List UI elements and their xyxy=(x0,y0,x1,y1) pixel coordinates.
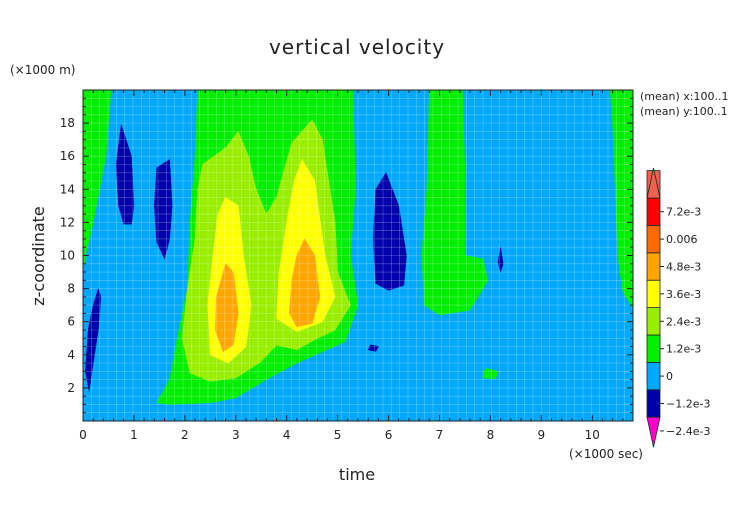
x-axis-unit: (×1000 sec) xyxy=(569,447,643,461)
y-axis-ticks: 2 4 6 8 10 12 14 16 18 xyxy=(60,89,633,422)
colorbar-segment xyxy=(646,389,661,418)
contour-region-11 xyxy=(115,124,135,225)
y-tick-label: 2 xyxy=(67,381,75,395)
colorbar-segment xyxy=(646,334,661,363)
colorbar-tick-label: 0 xyxy=(666,370,673,383)
y-tick-label: 10 xyxy=(60,249,75,263)
contour-region-3 xyxy=(609,90,633,310)
x-tick-label: 2 xyxy=(181,428,189,442)
y-tick-label: 8 xyxy=(67,282,75,296)
y-tick-label: 4 xyxy=(67,348,75,362)
annotation-mean-x: (mean) x:100..1 xyxy=(640,90,728,103)
colorbar-segment xyxy=(646,361,661,391)
colorbar-tick-label: 7.2e-3 xyxy=(666,206,701,219)
colorbar-tick-label: 3.6e-3 xyxy=(666,288,701,301)
colorbar-extend-bottom xyxy=(646,416,661,448)
colorbar-segment xyxy=(646,279,661,309)
chart-title: vertical velocity xyxy=(269,35,445,59)
colorbar-extend-top xyxy=(646,167,661,199)
x-axis-label: time xyxy=(339,465,375,484)
colorbar-tick-label: −1.2e-3 xyxy=(666,398,710,411)
x-tick-label: 9 xyxy=(538,428,546,442)
contour-region-15 xyxy=(497,247,504,274)
x-tick-label: 3 xyxy=(232,428,240,442)
contour-region-13 xyxy=(372,172,407,291)
contour-region-10 xyxy=(85,287,102,392)
x-tick-label: 6 xyxy=(385,428,393,442)
contour-region-0 xyxy=(83,90,112,273)
x-tick-label: 7 xyxy=(436,428,444,442)
grid xyxy=(83,90,633,421)
x-tick-label: 10 xyxy=(585,428,600,442)
x-tick-label: 5 xyxy=(334,428,342,442)
colorbar-segment xyxy=(646,224,661,254)
y-tick-label: 14 xyxy=(60,182,75,196)
contour-region-9 xyxy=(288,238,321,328)
colorbar-segment xyxy=(646,197,661,226)
contour-regions xyxy=(83,90,633,405)
colorbar-tick-label: 1.2e-3 xyxy=(666,343,701,356)
colorbar-tick-label: −2.4e-3 xyxy=(666,425,710,438)
colorbar-tick-label: 0.006 xyxy=(666,233,698,246)
annotation-mean-y: (mean) y:100..1 xyxy=(640,105,728,118)
x-tick-label: 0 xyxy=(79,428,87,442)
contour-region-2 xyxy=(421,90,489,316)
colorbar: 7.2e-3 0.006 4.8e-3 3.6e-3 2.4e-3 1.2e-3 0 −1.2… xyxy=(646,167,710,448)
colorbar-segment xyxy=(646,252,661,281)
y-tick-label: 18 xyxy=(60,116,75,130)
x-axis-ticks: 0 1 2 3 4 5 6 7 8 9 10 xyxy=(79,90,634,442)
colorbar-tick-label: 2.4e-3 xyxy=(666,315,701,328)
y-tick-label: 16 xyxy=(60,149,75,163)
x-tick-label: 1 xyxy=(130,428,138,442)
plot-area xyxy=(82,89,634,422)
contour-region-14 xyxy=(367,344,379,352)
x-tick-label: 4 xyxy=(283,428,291,442)
colorbar-tick-label: 4.8e-3 xyxy=(666,261,701,274)
contour-region-12 xyxy=(153,158,173,260)
contour-region-8 xyxy=(215,263,239,352)
colorbar-segment xyxy=(646,307,661,336)
y-axis-unit: (×1000 m) xyxy=(10,63,75,77)
y-tick-label: 6 xyxy=(67,315,75,329)
y-tick-label: 12 xyxy=(60,215,75,229)
contour-region-4 xyxy=(482,367,499,380)
y-axis-label: z-coordinate xyxy=(29,206,48,306)
x-tick-label: 8 xyxy=(487,428,495,442)
